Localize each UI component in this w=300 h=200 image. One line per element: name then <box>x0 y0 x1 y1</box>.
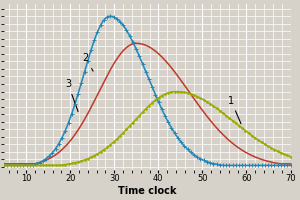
X-axis label: Time clock: Time clock <box>118 186 177 196</box>
Text: 3: 3 <box>65 79 78 112</box>
Text: 2: 2 <box>82 53 93 71</box>
Text: 1: 1 <box>228 96 241 124</box>
